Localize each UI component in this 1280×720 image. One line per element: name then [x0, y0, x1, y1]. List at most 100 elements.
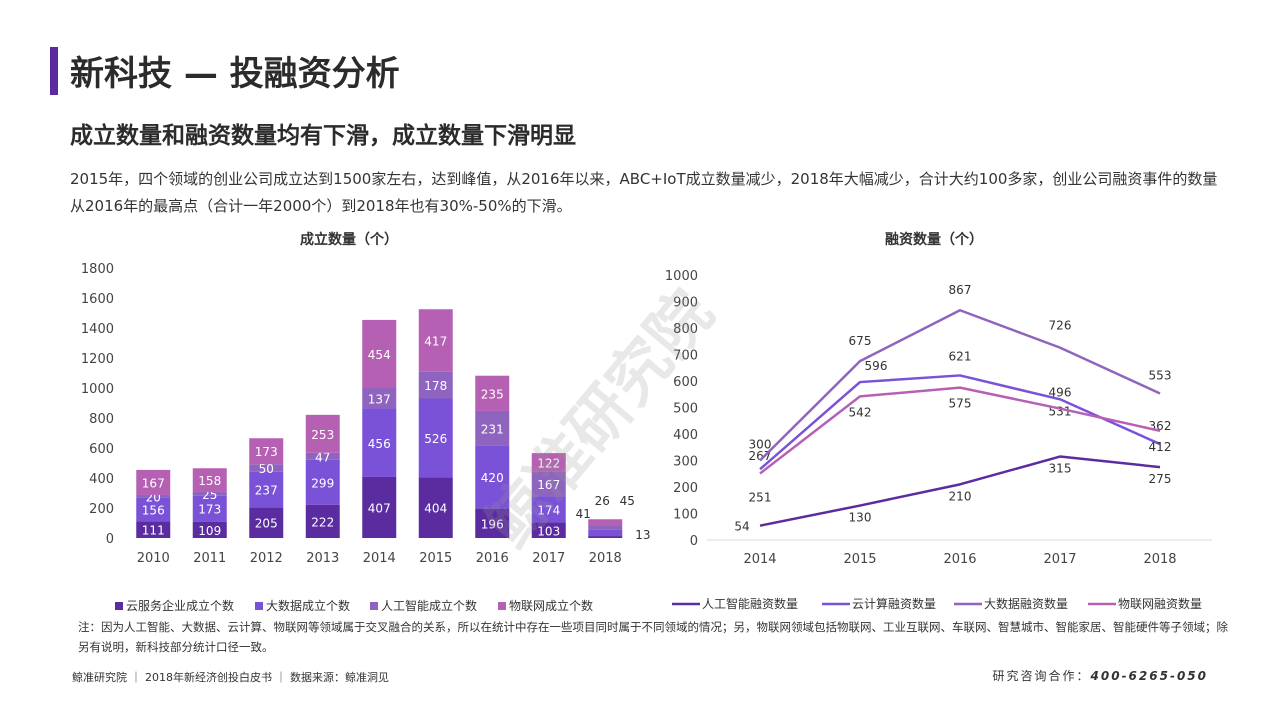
line-y-tick-label: 0 [690, 534, 698, 549]
bar-data-label: 299 [311, 476, 334, 490]
line-data-label: 267 [749, 449, 772, 463]
bar-segment [362, 408, 397, 477]
legend-swatch [370, 602, 378, 610]
bar-data-label: 235 [481, 387, 504, 401]
line-data-label: 675 [849, 334, 872, 348]
legend-swatch [498, 602, 506, 610]
bar-x-tick-label: 2017 [532, 551, 565, 566]
bar-data-label: 454 [368, 348, 391, 362]
contact-label: 研究咨询合作： [992, 669, 1091, 683]
bar-segment [362, 319, 397, 388]
bar-data-label: 122 [537, 456, 560, 470]
bar-segment [192, 468, 227, 492]
line-x-tick-label: 2017 [1043, 552, 1076, 567]
line-y-tick-label: 400 [673, 428, 698, 443]
bar-chart-title: 成立数量（个） [300, 232, 398, 248]
bar-data-label: 156 [142, 504, 165, 518]
legend-label: 人工智能成立个数 [381, 598, 477, 613]
contact-phone: 400-6265-050 [1090, 669, 1208, 683]
bar-segment [192, 495, 227, 522]
bar-segment [588, 526, 623, 530]
bar-data-label: 173 [255, 445, 278, 459]
bar-segment [531, 522, 566, 538]
bar-data-label: 417 [424, 335, 447, 349]
bar-segment [588, 529, 623, 537]
bar-segment [305, 504, 340, 538]
bar-segment [136, 469, 171, 495]
bar-data-label: 167 [142, 476, 165, 490]
bar-data-label: 173 [198, 503, 221, 517]
bar-y-tick-label: 0 [106, 532, 114, 547]
bar-y-tick-label: 200 [89, 502, 114, 517]
legend-label: 云计算融资数量 [852, 596, 936, 611]
bar-y-tick-label: 600 [89, 442, 114, 457]
line-data-label: 542 [849, 405, 872, 419]
line-y-tick-label: 800 [673, 322, 698, 337]
line-data-label: 362 [1149, 419, 1172, 433]
description-text: 2015年，四个领域的创业公司成立达到1500家左右，达到峰值，从2016年以来… [70, 170, 1218, 215]
bar-segment [531, 471, 566, 497]
bar-data-label: 526 [424, 432, 447, 446]
bar-data-label: 26 [595, 494, 610, 508]
bar-chart: 0 200 400 600 800 1000 1200 1400 1600 1800 2010 111… [81, 262, 650, 613]
legend-label: 云服务企业成立个数 [126, 598, 234, 613]
line-data-label: 621 [949, 349, 972, 363]
page-subtitle: 成立数量和融资数量均有下滑，成立数量下滑明显 [70, 123, 576, 149]
bar-y-tick-label: 1200 [81, 352, 114, 367]
line-data-label: 726 [1049, 319, 1072, 333]
bar-segment [588, 536, 623, 538]
line-x-tick-label: 2016 [943, 552, 976, 567]
bar-segment [418, 309, 453, 372]
bar-segment [136, 521, 171, 538]
bar-y-tick-label: 800 [89, 412, 114, 427]
bar-data-label: 456 [368, 437, 391, 451]
bar-segment [418, 398, 453, 478]
bar-segment [192, 521, 227, 538]
line-y-tick-label: 300 [673, 455, 698, 470]
legend-label: 大数据成立个数 [266, 598, 350, 613]
legend-swatch [255, 602, 263, 610]
line-data-label: 496 [1049, 386, 1072, 400]
bar-data-label: 407 [368, 501, 391, 515]
bar-segment [249, 471, 284, 508]
bar-segment [136, 494, 171, 498]
footnote: 注：因为人工智能、大数据、云计算、物联网等领域属于交叉融合的关系，所以在统计中存… [78, 620, 1228, 654]
line-data-label: 575 [949, 397, 972, 411]
line-y-tick-label: 600 [673, 375, 698, 390]
bar-data-label: 178 [424, 379, 447, 393]
bar-x-tick-label: 2011 [193, 551, 226, 566]
bar-segment [418, 477, 453, 538]
bar-data-label: 47 [315, 450, 330, 464]
bar-y-tick-label: 1000 [81, 382, 114, 397]
bar-x-tick-label: 2014 [363, 551, 396, 566]
bar-x-tick-label: 2012 [250, 551, 283, 566]
line-data-label: 596 [865, 359, 888, 373]
legend-label: 物联网融资数量 [1118, 596, 1202, 611]
bar-segment [475, 375, 510, 411]
bar-x-tick-label: 2016 [476, 551, 509, 566]
bar-data-label: 196 [481, 517, 504, 531]
line-series [759, 386, 1161, 475]
bar-segment [305, 414, 340, 453]
line-series [759, 455, 1161, 527]
footer-contact: 研究咨询合作：400-6265-050 [993, 667, 1208, 684]
bar-segment [531, 453, 566, 472]
bar-segment [305, 459, 340, 505]
line-data-label: 553 [1149, 368, 1172, 382]
bar-segment [362, 476, 397, 538]
page-title: 新科技 — 投融资分析 [70, 54, 400, 94]
bar-data-label: 41 [576, 507, 591, 521]
bar-data-label: 137 [368, 392, 391, 406]
bar-data-label: 205 [255, 517, 278, 531]
line-x-tick-label: 2015 [843, 552, 876, 567]
bar-data-label: 45 [620, 494, 635, 508]
line-data-label: 210 [949, 489, 972, 503]
line-data-label: 300 [749, 438, 772, 452]
bar-segment [475, 508, 510, 538]
bar-data-label: 111 [142, 524, 165, 538]
bar-data-label: 109 [198, 524, 221, 538]
bar-segment [305, 452, 340, 460]
bar-segment [418, 371, 453, 399]
bar-y-tick-label: 1600 [81, 292, 114, 307]
line-x-tick-label: 2014 [743, 552, 776, 567]
